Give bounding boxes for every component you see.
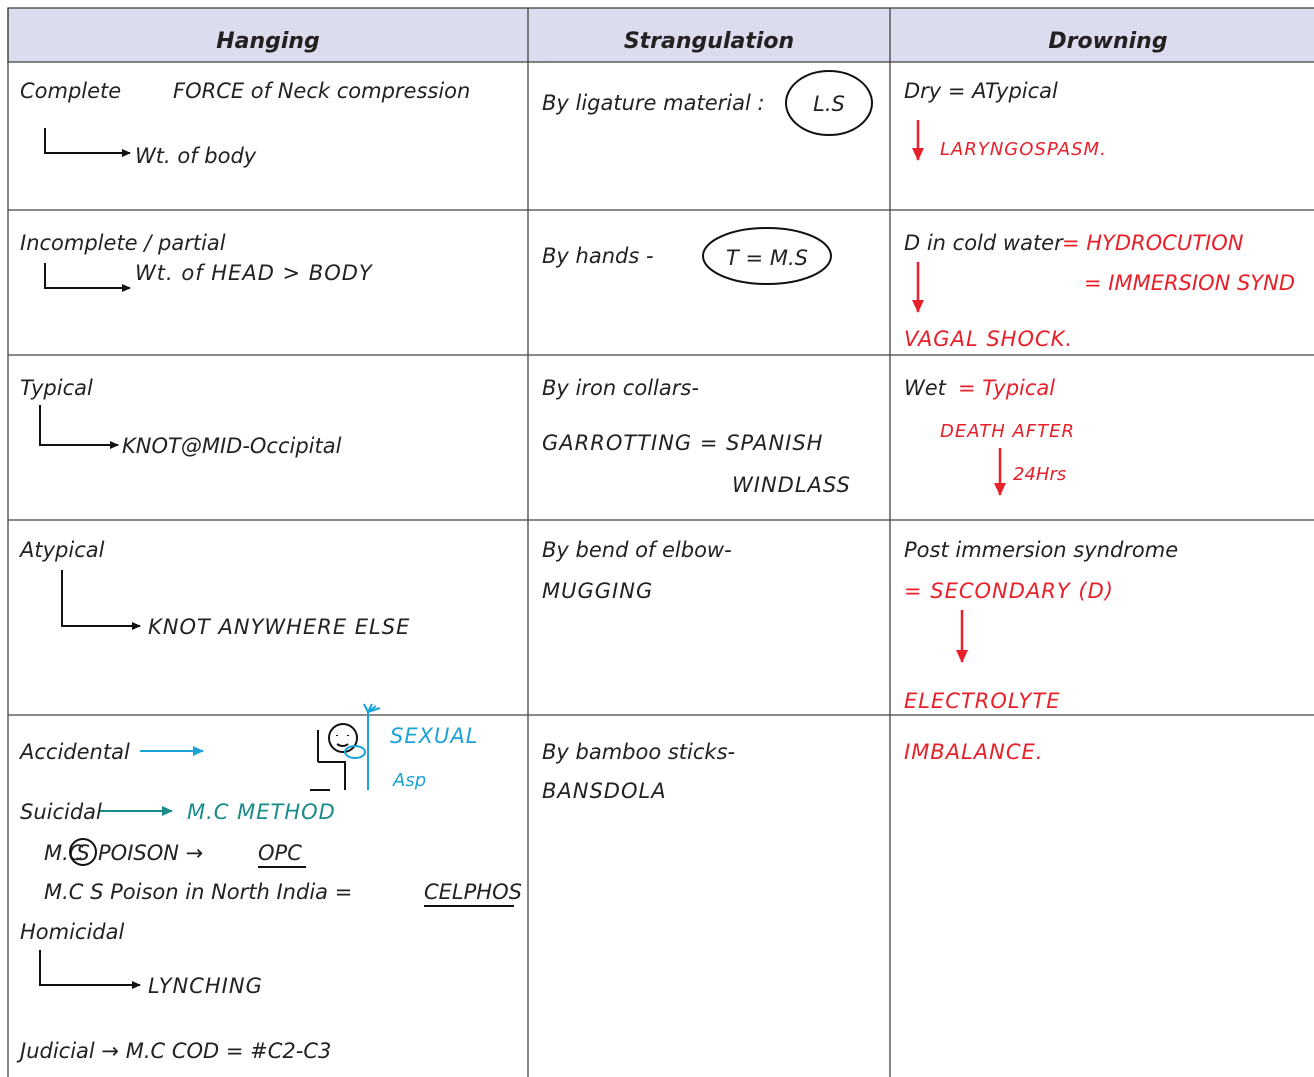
cell-text: DEATH AFTER: [940, 421, 1075, 442]
cell-text: Atypical: [18, 538, 105, 562]
cell-text: KNOT ANYWHERE ELSE: [148, 615, 410, 639]
column-header: Hanging: [216, 29, 320, 54]
cell-text: By bend of elbow-: [542, 538, 732, 562]
cell-text: Suicidal: [20, 800, 102, 824]
cell-text: M.C S Poison in North India =: [44, 880, 352, 904]
cell-text: L.S: [813, 92, 845, 116]
circle: [702, 227, 832, 285]
cell-text: Wt. of body: [135, 144, 257, 168]
cell-text: S: [76, 841, 89, 865]
cell-text: BANSDOLA: [542, 779, 667, 803]
cell-text: POISON →: [98, 841, 203, 865]
cell-text: MUGGING: [542, 579, 653, 603]
arrow: [44, 263, 131, 292]
cell-text: Complete: [20, 79, 121, 103]
cell-text: By ligature material :: [542, 91, 765, 115]
cell-text: Judicial → M.C COD = #C2-C3: [16, 1039, 331, 1063]
cell-text: Post immersion syndrome: [904, 538, 1178, 562]
cell-text: GARROTTING = SPANISH: [542, 431, 823, 455]
cell-text: 24Hrs: [1013, 464, 1066, 485]
cell-text: FORCE of Neck compression: [173, 79, 470, 103]
cell-text: OPC: [258, 841, 302, 865]
cell-text: By bamboo sticks-: [542, 740, 735, 764]
cell-text: Dry = ATypical: [904, 79, 1058, 103]
cell-text: T = M.S: [726, 246, 808, 270]
cell-text: = SECONDARY (D): [904, 579, 1114, 603]
cell-text: = HYDROCUTION: [1062, 231, 1244, 255]
cell-text: Asp: [392, 770, 426, 791]
arrow: [39, 405, 119, 449]
cell-text: By iron collars-: [542, 376, 699, 400]
column-header: Strangulation: [624, 29, 794, 54]
cell-text: SEXUAL: [390, 724, 478, 748]
cell-text: By hands -: [542, 244, 654, 268]
cell-text: Wet: [904, 376, 947, 400]
circle: [785, 70, 873, 136]
cell-text: ELECTROLYTE: [904, 689, 1060, 713]
grid: [7, 7, 1314, 1077]
cell-text: VAGAL SHOCK.: [904, 327, 1073, 351]
cell-text: Accidental: [18, 740, 130, 764]
cell-text: = IMMERSION SYND: [1084, 271, 1295, 295]
cell-text: CELPHOS: [424, 880, 522, 904]
circle: [69, 838, 97, 866]
arrow: [61, 570, 141, 630]
arrow: [39, 950, 141, 989]
cell-text: LARYNGOSPASM.: [940, 139, 1107, 160]
cell-text: = Typical: [958, 376, 1055, 400]
cell-text: Homicidal: [20, 920, 125, 944]
cell-text: M.C METHOD: [187, 800, 336, 824]
cell-text: LYNCHING: [148, 974, 263, 998]
cell-text: Typical: [20, 376, 93, 400]
cell-text: KNOT@MID-Occipital: [122, 434, 342, 458]
column-header: Drowning: [1048, 29, 1167, 54]
cell-text: M.C: [44, 841, 84, 865]
cell-text: IMBALANCE.: [904, 740, 1043, 764]
arrow: [44, 128, 131, 157]
cell-text: WINDLASS: [732, 473, 851, 497]
cell-text: D in cold water: [904, 231, 1064, 255]
stick-figure-doodle: [310, 703, 381, 791]
cell-text: Incomplete / partial: [20, 231, 226, 255]
cell-text: Wt. of HEAD > BODY: [135, 261, 374, 285]
